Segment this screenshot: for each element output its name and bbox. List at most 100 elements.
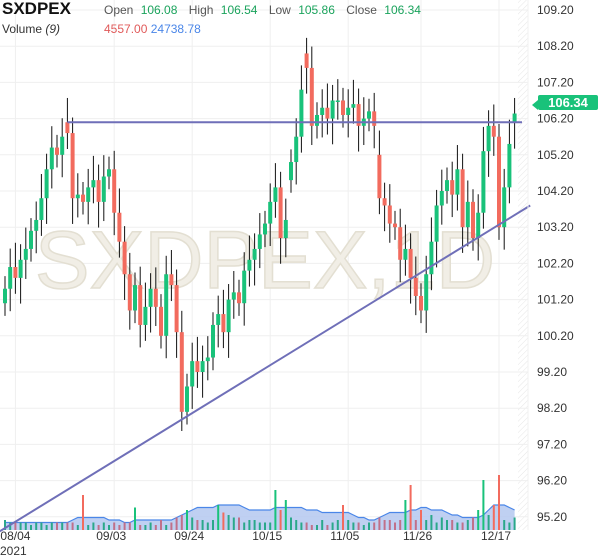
x-tick-year: 2021 xyxy=(0,544,27,558)
candle-body xyxy=(398,227,403,260)
x-tick-label: 12/17 xyxy=(481,529,511,543)
candle-body xyxy=(309,67,314,126)
last-price-tag: 106.34 xyxy=(532,95,598,110)
candle-body xyxy=(445,180,449,191)
open-value: 106.08 xyxy=(140,3,178,17)
volume-ma-area xyxy=(5,505,515,530)
candle-body xyxy=(101,176,106,202)
volume-bar xyxy=(92,522,95,530)
candle-body xyxy=(164,274,169,336)
candle-body xyxy=(273,187,278,202)
volume-value: 4557.00 xyxy=(104,22,148,36)
candle-body xyxy=(221,314,226,333)
candle-body xyxy=(44,169,49,199)
candle-body xyxy=(49,147,54,170)
volume-bar xyxy=(154,525,157,530)
volume-bar xyxy=(35,522,38,530)
ohlc-readout: Open 106.08 High 106.54 Low 105.86 Close… xyxy=(104,3,421,17)
volume-bar xyxy=(456,522,459,530)
volume-bar xyxy=(19,522,22,530)
candle-body xyxy=(351,104,356,108)
candle-body xyxy=(476,212,481,239)
volume-bar xyxy=(425,520,428,530)
volume-bar xyxy=(368,522,370,530)
candle-body xyxy=(153,288,158,307)
volume-bar xyxy=(87,525,90,530)
volume-bar xyxy=(248,520,251,530)
volume-bar xyxy=(243,522,246,530)
candle-body xyxy=(497,136,501,228)
y-tick-label: 99.20 xyxy=(537,365,567,379)
candle-body xyxy=(3,288,7,304)
candle-body xyxy=(393,223,397,228)
y-tick-label: 97.20 xyxy=(537,437,567,451)
volume-bar xyxy=(196,520,199,530)
volume-bar xyxy=(160,520,162,530)
candle-body xyxy=(346,107,351,115)
volume-bar xyxy=(102,522,105,530)
volume-bar xyxy=(97,525,100,530)
volume-bar xyxy=(487,515,490,530)
candle-body xyxy=(439,191,444,206)
candle-body xyxy=(226,299,231,333)
volume-bar xyxy=(342,505,344,530)
volume-bar xyxy=(269,522,272,530)
candle-body xyxy=(335,100,340,102)
volume-bar xyxy=(352,522,355,530)
volume-bar xyxy=(253,520,256,530)
volume-bar xyxy=(217,505,220,530)
volume-bar xyxy=(399,520,402,530)
close-value: 106.34 xyxy=(384,3,421,17)
candle-body xyxy=(377,154,382,199)
candle-body xyxy=(91,180,96,188)
volume-bar xyxy=(232,517,235,530)
volume-bar xyxy=(472,517,474,530)
volume-bar xyxy=(76,525,79,530)
volume-bar xyxy=(227,515,230,530)
volume-bar xyxy=(305,522,308,530)
candle-body xyxy=(257,234,262,249)
y-tick-label: 98.20 xyxy=(537,401,567,415)
low-label: Low xyxy=(268,3,291,17)
candle-body xyxy=(65,122,70,134)
candle-body xyxy=(169,274,174,286)
y-tick-label: 95.20 xyxy=(537,510,567,524)
candle-body xyxy=(320,107,325,115)
candle-body xyxy=(205,357,210,362)
x-tick-label: 09/24 xyxy=(174,529,204,543)
volume-bar xyxy=(295,520,298,530)
volume-bar xyxy=(492,505,495,530)
candle-body xyxy=(122,241,127,275)
candle-body xyxy=(252,248,257,260)
volume-bar xyxy=(222,512,225,530)
volume-bar xyxy=(56,522,58,530)
candle-body xyxy=(143,306,148,325)
volume-bar xyxy=(175,517,178,530)
volume-bar xyxy=(61,522,64,530)
volume-bar xyxy=(149,522,152,530)
volume-ma-value: 24738.78 xyxy=(150,22,201,36)
volume-bar xyxy=(279,510,282,530)
volume-bar xyxy=(113,522,116,530)
candle-body xyxy=(148,288,153,307)
candle-body xyxy=(70,133,75,199)
candle-body xyxy=(242,270,247,304)
candle-body xyxy=(29,230,33,249)
volume-bar xyxy=(9,522,12,530)
candle-body xyxy=(294,136,299,163)
volume-bar xyxy=(139,525,142,530)
volume-bar xyxy=(498,475,500,530)
candle-body xyxy=(455,169,460,195)
volume-bar xyxy=(435,522,438,530)
candle-body xyxy=(486,125,491,152)
volume-bar xyxy=(71,522,74,530)
future-hatch xyxy=(518,0,528,530)
volume-bar xyxy=(118,525,121,530)
candle-body xyxy=(211,324,215,358)
y-tick-label: 103.20 xyxy=(537,220,574,234)
volume-bar xyxy=(238,517,240,530)
volume-bar xyxy=(290,517,292,530)
volume-readout: Volume (9) xyxy=(2,22,60,36)
